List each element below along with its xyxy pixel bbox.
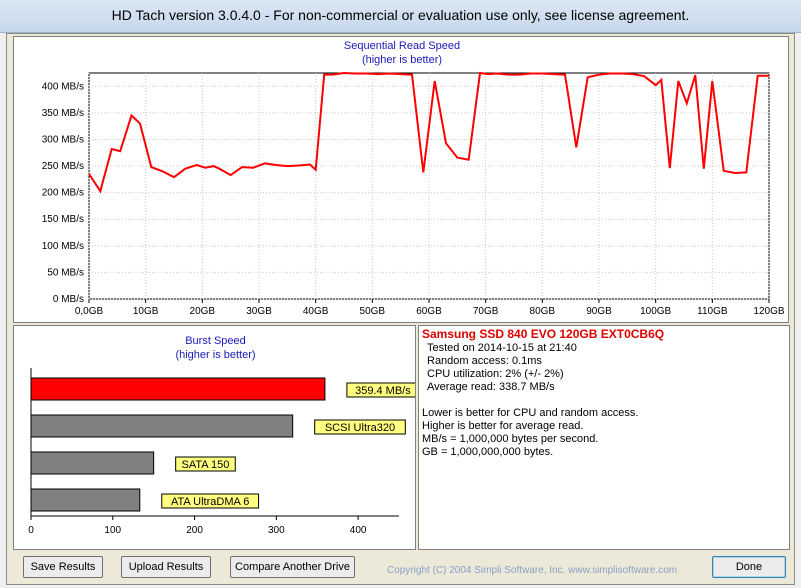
y-tick-label: 50 MB/s — [47, 267, 84, 278]
burst-bar-label: SATA 150 — [182, 459, 230, 471]
x-tick-label: 400 — [350, 525, 367, 536]
x-tick-label: 110GB — [697, 306, 728, 317]
copyright-text: Copyright (C) 2004 Simpli Software, Inc.… — [387, 565, 678, 576]
sequential-chart-subtitle: (higher is better) — [361, 54, 443, 66]
burst-bar-label: ATA UltraDMA 6 — [171, 496, 249, 508]
average-read: Average read: 338.7 MB/s — [427, 381, 555, 393]
title-bar: HD Tach version 3.0.4.0 - For non-commer… — [0, 0, 801, 33]
save-results-button[interactable]: Save Results — [23, 556, 103, 578]
x-tick-label: 40GB — [303, 306, 329, 317]
burst-chart-title: Burst Speed — [185, 335, 246, 347]
tested-on: Tested on 2014-10-15 at 21:40 — [427, 342, 577, 354]
burst-bar — [30, 377, 326, 401]
burst-bar-label-box — [175, 456, 236, 472]
results-info-panel: Samsung SSD 840 EVO 120GB EXT0CB6Q Teste… — [418, 325, 790, 550]
done-button[interactable]: Done — [712, 556, 786, 578]
x-tick-label: 0 — [28, 525, 34, 536]
burst-bar — [30, 414, 294, 438]
x-tick-label: 60GB — [416, 306, 442, 317]
cpu-utilization: CPU utilization: 2% (+/- 2%) — [427, 368, 564, 380]
x-tick-label: 50GB — [360, 306, 386, 317]
plot-area — [88, 72, 770, 300]
burst-bar — [30, 488, 141, 512]
x-tick-label: 80GB — [530, 306, 556, 317]
y-tick-label: 100 MB/s — [42, 241, 84, 252]
y-tick-label: 250 MB/s — [42, 161, 84, 172]
note-higher-better: Higher is better for average read. — [422, 420, 584, 432]
x-tick-label: 200 — [186, 525, 203, 536]
x-tick-label: 100 — [104, 525, 121, 536]
burst-bar-label: SCSI Ultra320 — [325, 422, 395, 434]
y-tick-label: 350 MB/s — [42, 108, 84, 119]
note-mbs-def: MB/s = 1,000,000 bytes per second. — [422, 433, 599, 445]
random-access: Random access: 0.1ms — [427, 355, 542, 367]
x-tick-label: 0,0GB — [75, 306, 104, 317]
upload-results-button[interactable]: Upload Results — [121, 556, 211, 578]
sequential-chart-title: Sequential Read Speed — [343, 40, 461, 52]
burst-chart-panel: Burst Speed (higher is better) 0 100 200 30… — [13, 325, 416, 550]
x-tick-label: 30GB — [246, 306, 272, 317]
note-lower-better: Lower is better for CPU and random acces… — [422, 407, 639, 419]
read-speed-line — [88, 71, 769, 194]
x-tick-label: 90GB — [586, 306, 612, 317]
burst-bar — [30, 451, 155, 475]
burst-bar-label-box — [314, 419, 406, 435]
x-tick-label: 70GB — [473, 306, 499, 317]
y-tick-label: 150 MB/s — [42, 214, 84, 225]
y-tick-label: 200 MB/s — [42, 188, 84, 199]
x-tick-label: 20GB — [190, 306, 216, 317]
y-tick-label: 300 MB/s — [42, 134, 84, 145]
burst-chart: 0 100 200 300 400 359.4 MB/s SCSI Ultra320 SATA… — [28, 368, 415, 536]
burst-bar-label-box — [161, 493, 260, 509]
note-gb-def: GB = 1,000,000,000 bytes. — [422, 446, 554, 458]
sequential-chart: 0 MB/s 50 MB/s 100 MB/s 150 MB/s 200 MB/s 250… — [42, 71, 785, 317]
burst-bar-label-box — [346, 382, 415, 398]
drive-name: Samsung SSD 840 EVO 120GB EXT0CB6Q — [422, 327, 665, 341]
compare-drive-button[interactable]: Compare Another Drive — [230, 556, 355, 578]
y-tick-label: 0 MB/s — [53, 294, 84, 305]
x-tick-label: 10GB — [133, 306, 159, 317]
x-tick-label: 120GB — [753, 306, 784, 317]
x-tick-label: 100GB — [640, 306, 671, 317]
burst-chart-subtitle: (higher is better) — [175, 349, 256, 361]
sequential-chart-panel: Sequential Read Speed (higher is better)… — [13, 36, 789, 323]
x-tick-label: 300 — [268, 525, 285, 536]
y-tick-label: 400 MB/s — [42, 81, 84, 92]
window-title: HD Tach version 3.0.4.0 - For non-commer… — [111, 7, 690, 23]
burst-bar-label: 359.4 MB/s — [355, 385, 411, 397]
